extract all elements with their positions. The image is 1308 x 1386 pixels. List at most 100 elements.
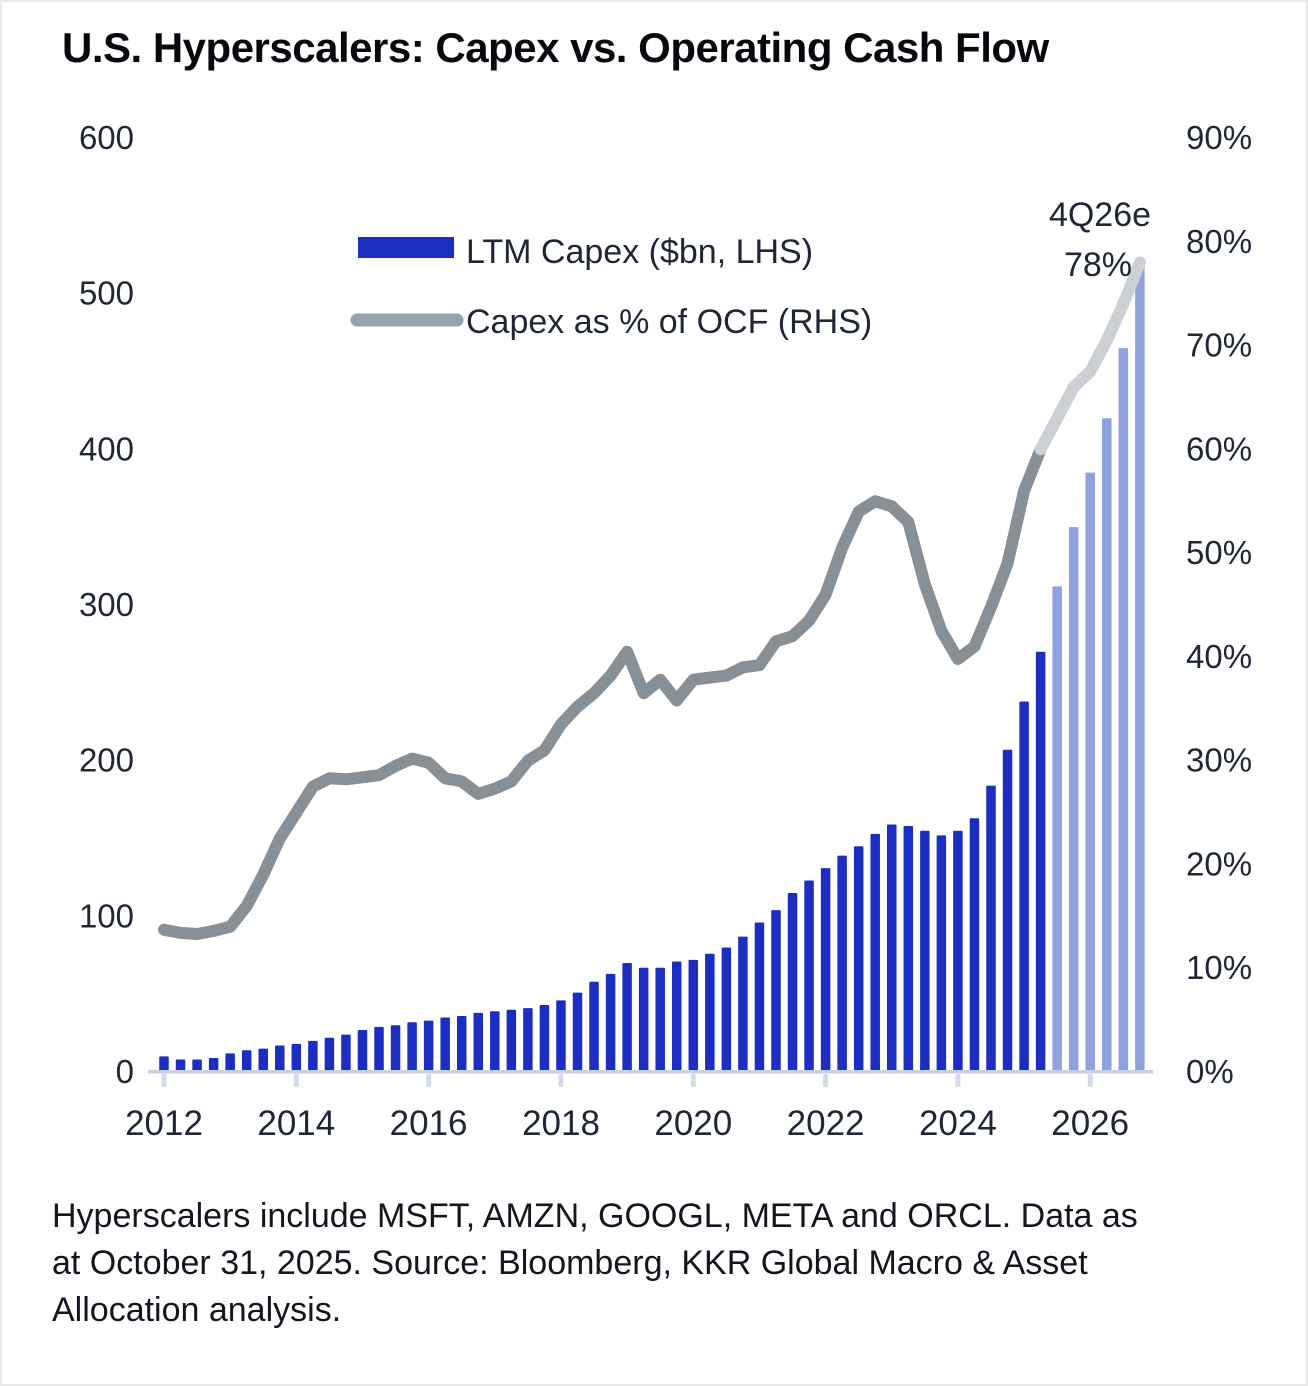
x-axis-group: [148, 1070, 1153, 1087]
capex-bar: [953, 830, 963, 1072]
footnote-line: at October 31, 2025. Source: Bloomberg, …: [52, 1244, 1088, 1282]
capex-bar: [490, 1011, 500, 1072]
capex-bar: [721, 947, 732, 1072]
capex-bar: [1002, 749, 1013, 1072]
footnote-line: Allocation analysis.: [52, 1291, 342, 1329]
capex-bar: [440, 1017, 450, 1072]
axis-labels-group: 0 100 200 300 400 500 600 0% 10% 20% 30% 40% 50% 60% 7…: [79, 119, 1252, 1143]
capex-bar: [1035, 651, 1046, 1072]
capex-bar: [605, 973, 616, 1072]
annotation-4q26e: 4Q26e 78%: [1049, 196, 1151, 284]
capex-bar: [853, 846, 864, 1072]
capex-bar: [870, 833, 880, 1072]
capex-bar: [887, 824, 897, 1072]
y-axis-label-left: 500: [79, 275, 134, 312]
capex-bar: [920, 830, 930, 1072]
annotation-value-label: 78%: [1064, 246, 1132, 284]
capex-bar: [258, 1048, 268, 1072]
capex-bar-estimate: [1085, 472, 1095, 1072]
capex-bar: [192, 1059, 202, 1072]
x-axis-tick: [293, 1074, 299, 1087]
capex-bar: [572, 992, 583, 1072]
y-axis-label-right: 80%: [1186, 223, 1252, 260]
capex-bar: [671, 961, 682, 1072]
capex-bar: [407, 1022, 417, 1072]
footnote-line: Hyperscalers include MSFT, AMZN, GOOGL, …: [52, 1197, 1138, 1235]
capex-bar: [291, 1043, 302, 1072]
capex-bar: [655, 967, 665, 1072]
x-axis-label: 2012: [125, 1104, 203, 1143]
capex-bar-estimate: [1118, 348, 1129, 1072]
legend: LTM Capex ($bn, LHS) Capex as % of OCF (…: [350, 233, 872, 341]
capex-bar: [208, 1057, 219, 1072]
legend-bar-swatch: [358, 237, 454, 258]
capex-bar: [705, 953, 715, 1072]
capex-bar: [969, 818, 980, 1072]
capex-bar: [804, 880, 814, 1072]
capex-bar: [638, 967, 649, 1072]
x-axis-tick: [690, 1074, 696, 1087]
capex-bar: [225, 1053, 235, 1072]
capex-bar: [275, 1045, 285, 1072]
x-axis-tick: [823, 1074, 829, 1087]
capex-bar: [539, 1005, 550, 1072]
y-axis-label-left: 300: [79, 586, 134, 623]
y-axis-label-left: 600: [79, 119, 134, 156]
capex-bar: [556, 1000, 566, 1072]
y-axis-label-right: 70%: [1186, 327, 1252, 364]
capex-bar: [738, 936, 748, 1072]
capex-bar: [308, 1040, 318, 1072]
source-footnote: Hyperscalers include MSFT, AMZN, GOOGL, …: [52, 1193, 1282, 1334]
capex-bar: [771, 910, 781, 1072]
y-axis-label-right: 90%: [1186, 119, 1252, 156]
capex-bar: [622, 963, 632, 1072]
x-axis-tick: [1087, 1074, 1093, 1087]
capex-bar: [903, 826, 914, 1072]
capex-ocf-chart: 0 100 200 300 400 500 600 0% 10% 20% 30% 40% 50% 60% 7…: [79, 119, 1252, 1143]
capex-bar: [241, 1050, 252, 1072]
capex-bar: [423, 1020, 434, 1072]
capex-bar: [175, 1059, 186, 1072]
capex-bar: [159, 1056, 169, 1072]
capex-bar: [820, 868, 831, 1072]
capex-bar: [754, 922, 765, 1072]
y-axis-label-right: 40%: [1186, 638, 1252, 675]
x-axis-tick: [955, 1074, 961, 1087]
x-axis-tick: [426, 1074, 432, 1087]
page-title: U.S. Hyperscalers: Capex vs. Operating C…: [62, 24, 1049, 71]
legend-bar-label: LTM Capex ($bn, LHS): [466, 233, 813, 271]
x-axis-tick: [558, 1074, 564, 1087]
legend-line-label: Capex as % of OCF (RHS): [466, 303, 872, 341]
ocf-ratio-line-group: [158, 256, 1146, 940]
capex-bar: [523, 1008, 533, 1072]
capex-bar: [456, 1015, 467, 1072]
capex-bar: [374, 1026, 384, 1072]
capex-bar: [357, 1029, 368, 1072]
ocf-ratio-line-estimate: [1034, 256, 1146, 456]
y-axis-label-right: 20%: [1186, 845, 1252, 882]
y-axis-label-right: 0%: [1186, 1053, 1234, 1090]
capex-bar: [1019, 701, 1029, 1072]
capex-bar: [837, 855, 847, 1072]
ocf-ratio-line-actual: [158, 443, 1047, 940]
capex-bar: [986, 785, 996, 1072]
y-axis-label-right: 60%: [1186, 430, 1252, 467]
capex-bar: [589, 981, 599, 1072]
capex-bars-group: [159, 260, 1145, 1072]
y-axis-label-left: 100: [79, 897, 134, 934]
capex-bar-estimate: [1102, 418, 1112, 1072]
capex-bar: [473, 1012, 484, 1072]
x-axis-label: 2018: [522, 1104, 600, 1143]
y-axis-label-left: 400: [79, 430, 134, 467]
y-axis-label-left: 0: [116, 1053, 134, 1090]
capex-bar: [688, 959, 699, 1072]
y-axis-label-right: 10%: [1186, 949, 1252, 986]
y-axis-label-right: 50%: [1186, 534, 1252, 571]
capex-bar: [936, 835, 947, 1072]
x-axis-label: 2014: [257, 1104, 335, 1143]
capex-bar: [787, 892, 798, 1072]
x-axis-line: [148, 1070, 1153, 1074]
capex-bar-estimate: [1135, 260, 1145, 1072]
capex-bar: [341, 1034, 351, 1072]
